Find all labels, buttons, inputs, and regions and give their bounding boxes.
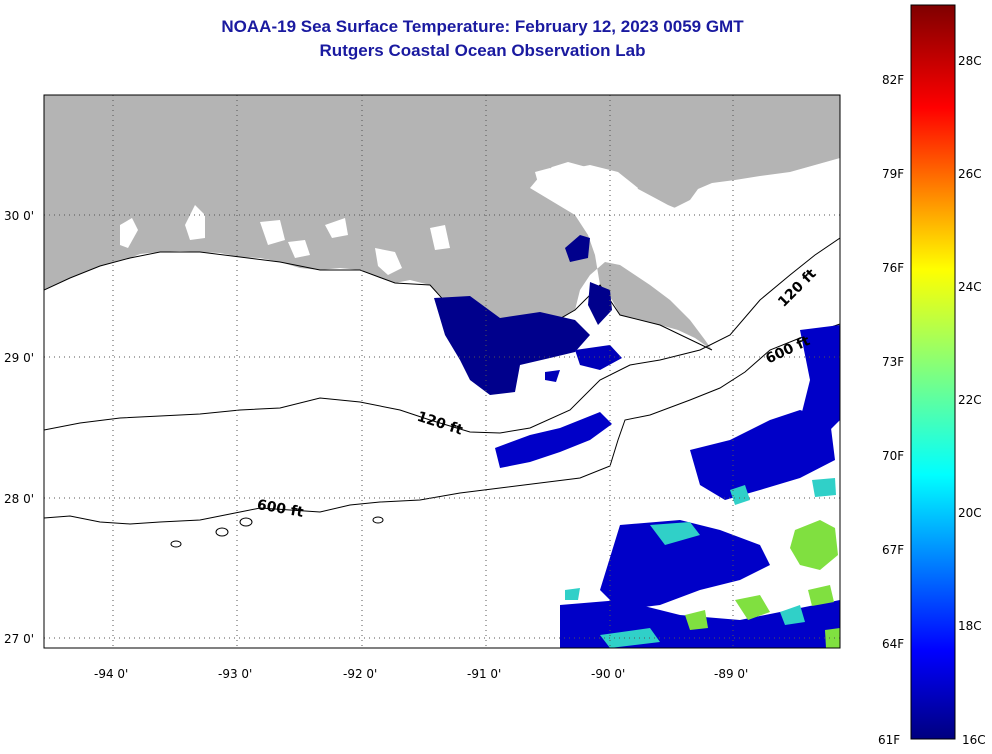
sst-patches: [434, 235, 840, 648]
colorbar-c-26: 26C: [958, 167, 982, 181]
colorbar-f-73: 73F: [882, 355, 904, 369]
lat-label-27: 27 0': [4, 632, 34, 646]
map-title: NOAA-19 Sea Surface Temperature: Februar…: [221, 17, 744, 36]
colorbar-f-67: 67F: [882, 543, 904, 557]
lat-label-29: 29 0': [4, 351, 34, 365]
colorbar-c-16: 16C: [962, 733, 986, 747]
lon-label-93: -93 0': [218, 667, 252, 681]
colorbar-f-labels: 82F 79F 76F 73F 70F 67F 64F 61F: [878, 73, 904, 747]
colorbar-f-64: 64F: [882, 637, 904, 651]
map-frame: [43, 94, 841, 649]
land-mass: [44, 95, 840, 350]
colorbar-f-61: 61F: [878, 733, 900, 747]
colorbar-f-82: 82F: [882, 73, 904, 87]
colorbar-f-70: 70F: [882, 449, 904, 463]
colorbar-c-24: 24C: [958, 280, 982, 294]
lon-label-92: -92 0': [343, 667, 377, 681]
lon-label-94: -94 0': [94, 667, 128, 681]
colorbar-f-76: 76F: [882, 261, 904, 275]
colorbar-c-20: 20C: [958, 506, 982, 520]
colorbar-c-22: 22C: [958, 393, 982, 407]
graticule: [44, 95, 840, 648]
colorbar-c-28: 28C: [958, 54, 982, 68]
lat-label-28: 28 0': [4, 492, 34, 506]
lon-label-91: -91 0': [467, 667, 501, 681]
colorbar-f-79: 79F: [882, 167, 904, 181]
lon-label-89: -89 0': [714, 667, 748, 681]
colorbar-c-labels: 28C 26C 24C 22C 20C 18C 16C: [958, 54, 986, 747]
colorbar: [910, 4, 956, 740]
lon-label-90: -90 0': [591, 667, 625, 681]
map-subtitle: Rutgers Coastal Ocean Observation Lab: [319, 41, 646, 60]
lat-label-30: 30 0': [4, 209, 34, 223]
colorbar-c-18: 18C: [958, 619, 982, 633]
